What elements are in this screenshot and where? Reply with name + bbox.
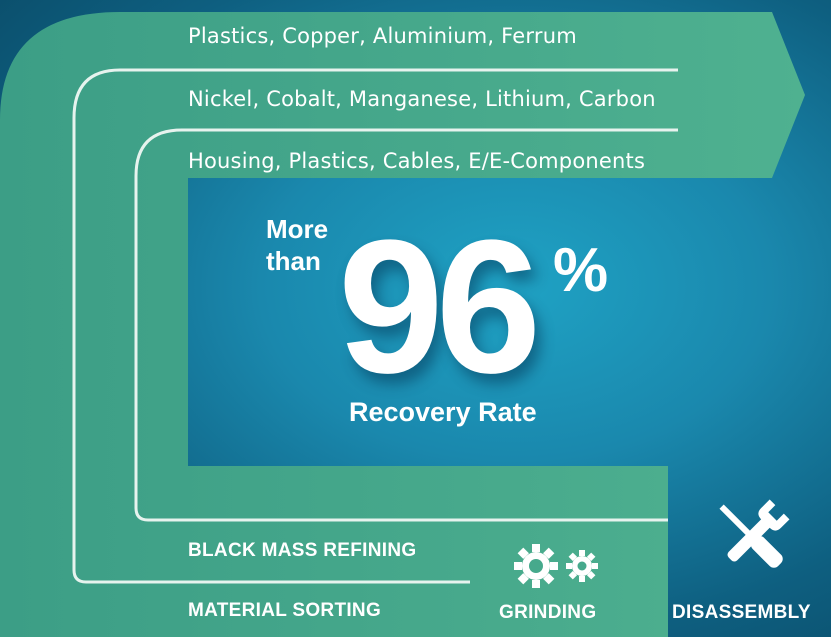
step-grinding: GRINDING: [499, 602, 597, 623]
wrench-screwdriver-icon: [719, 499, 790, 568]
hero-unit: %: [553, 236, 609, 305]
hero-prefix-line2: than: [266, 246, 321, 276]
hero-caption: Recovery Rate: [349, 397, 537, 427]
hero-value: 96: [338, 201, 541, 413]
hero-prefix: More than: [266, 213, 328, 277]
band-label-middle: Nickel, Cobalt, Manganese, Lithium, Carb…: [188, 87, 656, 111]
band-label-inner: Housing, Plastics, Cables, E/E-Component…: [188, 149, 646, 173]
gears-icon: [514, 544, 598, 588]
step-disassembly: DISASSEMBLY: [672, 602, 811, 623]
band-label-outer: Plastics, Copper, Aluminium, Ferrum: [188, 24, 577, 48]
band-divider-outer: [72, 68, 678, 584]
hero-prefix-line1: More: [266, 214, 329, 244]
band-divider-inner: [134, 128, 678, 522]
step-black-mass-refining: BLACK MASS REFINING: [188, 540, 417, 561]
flow-band: [0, 12, 805, 637]
step-material-sorting: MATERIAL SORTING: [188, 600, 382, 621]
